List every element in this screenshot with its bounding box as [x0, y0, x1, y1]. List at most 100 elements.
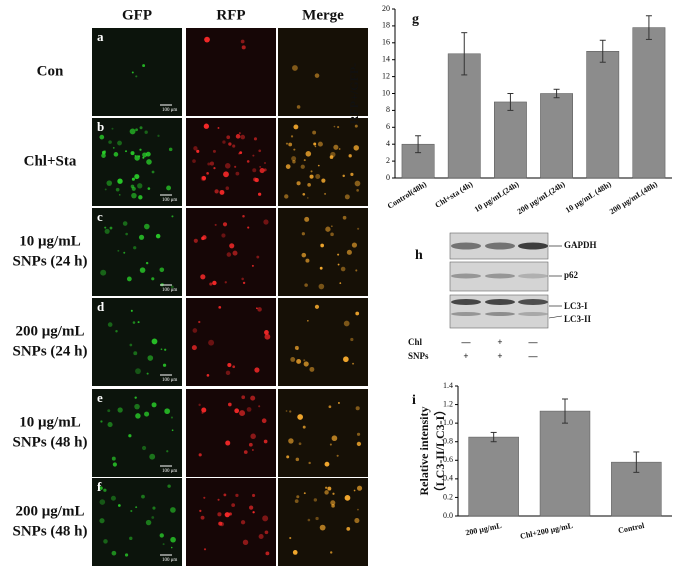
fluorescent-spot	[251, 264, 254, 267]
fluorescent-spot	[168, 147, 173, 152]
fluorescent-spot	[112, 462, 117, 467]
band-label: LC3-II	[564, 314, 592, 324]
fluorescent-spot	[241, 277, 244, 281]
fluorescent-spot	[147, 187, 151, 190]
fluorescent-spot	[290, 135, 294, 138]
panel-letter: g	[412, 12, 419, 27]
fluorescent-spot	[248, 442, 253, 447]
fluorescent-spot	[113, 152, 119, 157]
fluorescent-spot	[289, 410, 292, 413]
y-tick-label: 4	[386, 139, 390, 148]
fluorescent-spot	[100, 420, 103, 423]
fluorescent-spot	[356, 189, 359, 192]
condition-sign: +	[497, 351, 502, 361]
fluorescent-spot	[151, 170, 155, 174]
fluorescent-spot	[353, 145, 359, 151]
fluorescent-spot	[261, 418, 267, 424]
row-label: SNPs (24 h)	[12, 253, 87, 269]
y-axis-label: （LC3-II/LC3-I）	[432, 404, 447, 499]
bar	[539, 410, 591, 517]
fluorescent-spot	[235, 171, 240, 176]
fluorescent-spot	[264, 162, 266, 164]
fluorescent-spot	[305, 258, 310, 263]
fluorescent-spot	[159, 267, 165, 273]
fluorescent-spot	[199, 509, 202, 513]
fluorescent-spot	[151, 402, 157, 408]
fluorescent-spot	[170, 416, 173, 419]
fluorescent-spot	[286, 455, 290, 459]
protein-band	[451, 299, 481, 305]
protein-band	[518, 273, 548, 279]
fluorescent-spot	[325, 486, 328, 489]
fluorescent-spot	[228, 142, 232, 146]
fluorescent-spot	[101, 153, 106, 158]
fluorescent-spot	[200, 274, 206, 280]
fluorescent-spot	[234, 408, 240, 414]
fluorescent-spot	[288, 438, 294, 444]
fluorescent-spot	[344, 194, 350, 200]
fluorescent-spot	[252, 449, 254, 451]
fluorescent-spot	[232, 144, 236, 148]
column-header: Merge	[302, 7, 344, 23]
fluorescent-spot	[223, 493, 227, 497]
fluorescent-spot	[337, 253, 340, 256]
row-label: 10 μg/mL	[19, 414, 80, 430]
row-label: 10 μg/mL	[19, 233, 80, 249]
fluorescent-spot	[305, 151, 312, 157]
row-label: Chl+Sta	[24, 153, 77, 169]
fluorescent-spot	[99, 134, 105, 140]
fluorescent-spot	[354, 124, 358, 128]
fluorescent-spot	[131, 71, 134, 74]
fluorescent-spot	[295, 457, 300, 462]
fluorescent-spot	[314, 73, 320, 78]
fluorescent-spot	[139, 148, 142, 151]
fluorescent-spot	[303, 359, 306, 362]
fluorescent-spot	[356, 485, 363, 491]
fluorescent-spot	[263, 439, 268, 444]
fluorescent-spot	[339, 282, 342, 284]
fluorescent-spot	[224, 281, 227, 284]
scale-bar-label: 100 μm	[162, 558, 177, 563]
micrograph	[186, 298, 276, 386]
micrograph	[278, 118, 368, 206]
fluorescent-spot	[108, 140, 112, 144]
y-tick-label: 0.0	[443, 511, 453, 520]
micrograph	[186, 28, 276, 116]
fluorescent-spot	[131, 186, 136, 191]
fluorescent-spot	[292, 65, 298, 71]
fluorescent-spot	[357, 227, 360, 230]
fluorescent-spot	[110, 495, 116, 501]
fluorescent-spot	[235, 493, 239, 498]
fluorescent-spot	[252, 168, 257, 173]
protein-band	[485, 312, 515, 316]
fluorescent-spot	[125, 150, 128, 153]
y-tick-label: 18	[382, 21, 390, 30]
fluorescent-spot	[225, 186, 230, 190]
fluorescent-spot	[206, 374, 210, 377]
fluorescent-spot	[135, 413, 141, 419]
fluorescent-spot	[106, 180, 113, 186]
fluorescent-spot	[111, 127, 114, 130]
fluorescent-spot	[264, 333, 271, 340]
fluorescent-spot	[139, 267, 146, 273]
fluorescent-spot	[162, 543, 165, 546]
fluorescent-spot	[217, 127, 220, 129]
y-tick-label: 8	[386, 105, 390, 114]
fluorescent-spot	[350, 172, 354, 176]
fluorescent-spot	[294, 345, 299, 350]
fluorescent-spot	[135, 368, 141, 375]
fluorescent-spot	[192, 159, 196, 163]
fluorescent-spot	[246, 160, 250, 163]
fluorescent-spot	[241, 45, 246, 50]
fluorescent-spot	[354, 180, 361, 187]
fluorescent-spot	[133, 351, 138, 356]
fluorescent-spot	[264, 530, 269, 535]
fluorescent-spot	[122, 221, 128, 226]
fluorescent-spot	[117, 504, 121, 507]
fluorescent-spot	[293, 124, 299, 130]
fluorescent-spot	[350, 337, 354, 342]
fluorescent-spot	[229, 243, 235, 249]
fluorescent-spot	[296, 358, 302, 364]
fluorescent-spot	[320, 243, 325, 248]
